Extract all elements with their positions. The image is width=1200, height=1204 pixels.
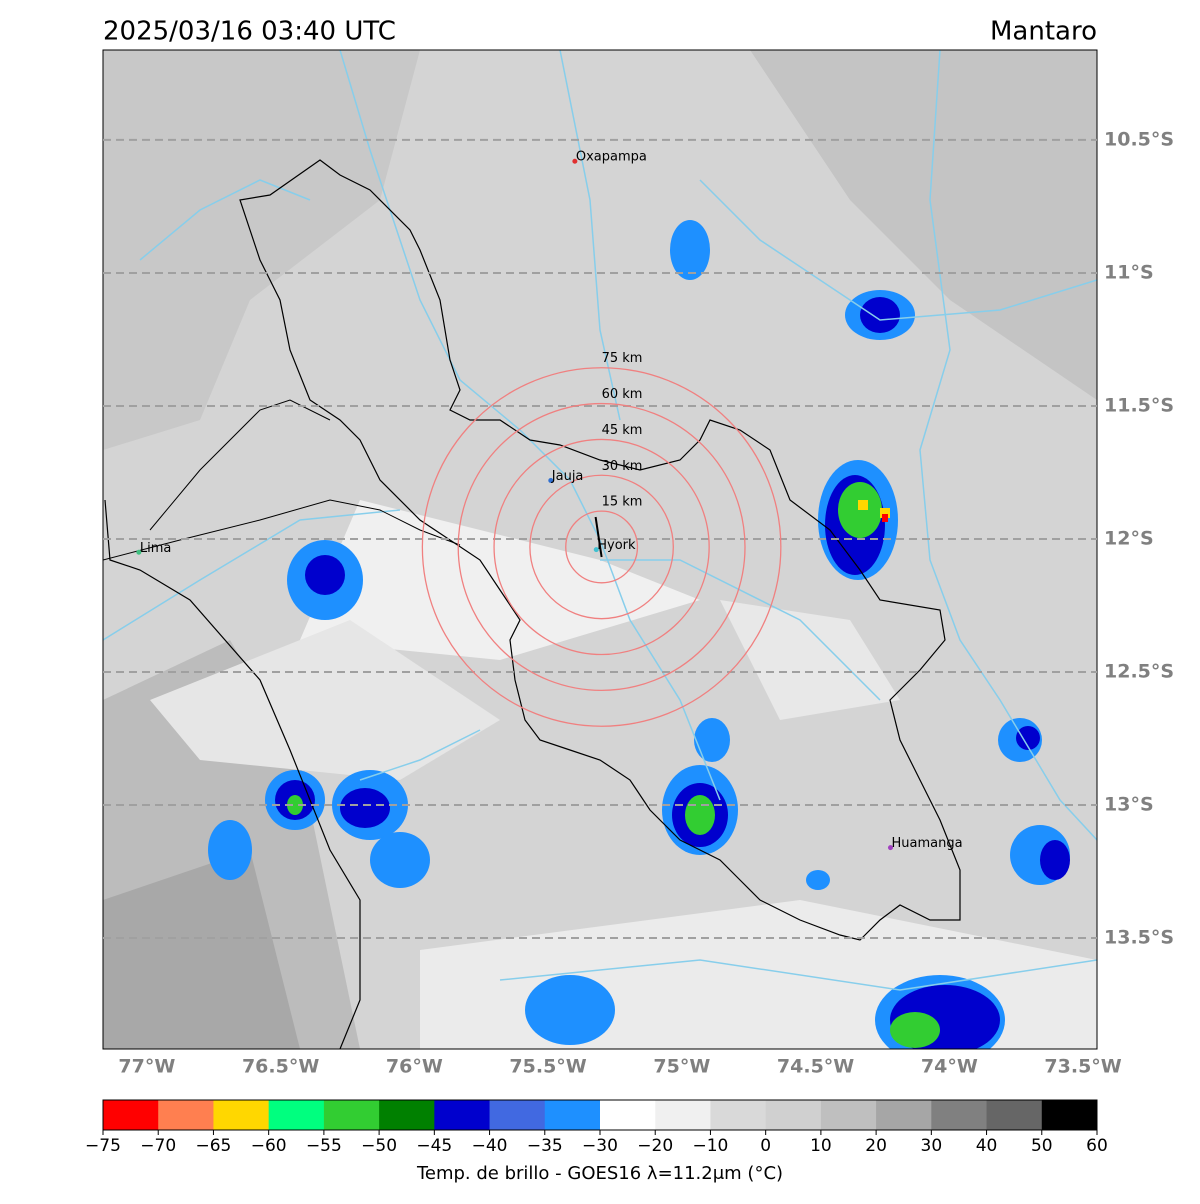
lat-label: 10.5°S: [1104, 128, 1174, 150]
city-dot: [136, 549, 142, 555]
lon-label: 77°W: [118, 1056, 175, 1078]
colorbar-segment: [158, 1100, 214, 1130]
range-ring: [493, 438, 710, 656]
ring-label: 15 km: [602, 495, 643, 510]
city-dot: [548, 477, 554, 483]
lon-label: 75°W: [653, 1056, 710, 1078]
range-ring: [421, 367, 782, 727]
colorbar-tick-label: 40: [976, 1136, 998, 1156]
ring-label: 75 km: [602, 351, 643, 366]
colorbar-tick-label: 30: [921, 1136, 943, 1156]
colorbar-tick-label: 0: [760, 1136, 771, 1156]
colorbar-tick-label: −50: [361, 1136, 397, 1156]
lat-label: 11°S: [1104, 261, 1154, 283]
colorbar-segment: [765, 1100, 822, 1130]
lat-label: 11.5°S: [1104, 394, 1174, 416]
lat-label: 13.5°S: [1104, 927, 1174, 949]
colorbar-tick-label: −10: [692, 1136, 728, 1156]
lon-label: 76.5°W: [242, 1056, 319, 1078]
satellite-image: [103, 50, 1097, 1049]
colorbar-tick-label: 50: [1031, 1136, 1053, 1156]
city-dot: [887, 845, 893, 851]
city-dot: [572, 158, 578, 164]
range-ring: [529, 474, 674, 620]
city-label: Hyork: [597, 538, 636, 553]
colorbar-segment: [931, 1100, 988, 1130]
colorbar-tick-label: −40: [472, 1136, 508, 1156]
colorbar-tick-label: 60: [1086, 1136, 1108, 1156]
colorbar-segment: [489, 1100, 546, 1130]
colorbar-label: Temp. de brillo - GOES16 λ=11.2μm (°C): [416, 1163, 783, 1184]
colorbar-segment: [655, 1100, 711, 1130]
range-ring: [457, 402, 746, 692]
colorbar-segment: [379, 1100, 435, 1130]
colorbar-tick-label: −35: [527, 1136, 563, 1156]
colorbar-segment: [323, 1100, 380, 1130]
ring-label: 45 km: [602, 423, 643, 438]
city-label: Lima: [140, 541, 171, 556]
lon-label: 73.5°W: [1044, 1056, 1121, 1078]
colorbar-segment: [213, 1100, 270, 1130]
colorbar-tick-label: −65: [195, 1136, 231, 1156]
colorbar-segment: [103, 1100, 159, 1130]
range-ring: [565, 510, 639, 584]
lon-label: 75.5°W: [509, 1056, 586, 1078]
colorbar-segment: [986, 1100, 1043, 1130]
marker: [594, 516, 603, 558]
city-label: Huamanga: [891, 836, 962, 851]
colorbar-segment: [544, 1100, 601, 1130]
city-dot: [593, 547, 599, 553]
ring-label: 60 km: [602, 387, 643, 402]
colorbar-tick-label: −60: [251, 1136, 287, 1156]
colorbar-segment: [876, 1100, 932, 1130]
title: 2025/03/16 03:40 UTC: [103, 17, 396, 47]
map-frame: [102, 49, 1098, 1050]
lon-label: 76°W: [386, 1056, 443, 1078]
colorbar-tick-label: −30: [582, 1136, 618, 1156]
city-label: Jauja: [551, 469, 584, 484]
colorbar-segment: [268, 1100, 325, 1130]
lon-label: 74.5°W: [777, 1056, 854, 1078]
lat-label: 12°S: [1104, 527, 1154, 549]
lon-label: 74°W: [921, 1056, 978, 1078]
colorbar-segment: [600, 1100, 656, 1130]
colorbar-tick-label: −45: [416, 1136, 452, 1156]
colorbar-tick-label: −70: [140, 1136, 176, 1156]
ring-label: 30 km: [602, 459, 643, 474]
colorbar-segment: [710, 1100, 767, 1130]
colorbar-segment: [434, 1100, 491, 1130]
lat-label: 12.5°S: [1104, 661, 1174, 683]
city-label: Oxapampa: [576, 150, 647, 165]
colorbar-tick-label: −55: [306, 1136, 342, 1156]
location: Mantaro: [990, 17, 1097, 47]
colorbar-tick-label: 10: [810, 1136, 832, 1156]
colorbar-tick-label: −20: [637, 1136, 673, 1156]
colorbar-tick-label: 20: [865, 1136, 887, 1156]
lat-label: 13°S: [1104, 794, 1154, 816]
colorbar-segment: [820, 1100, 877, 1130]
colorbar-segment: [1041, 1100, 1098, 1130]
colorbar-tick-label: −75: [85, 1136, 121, 1156]
